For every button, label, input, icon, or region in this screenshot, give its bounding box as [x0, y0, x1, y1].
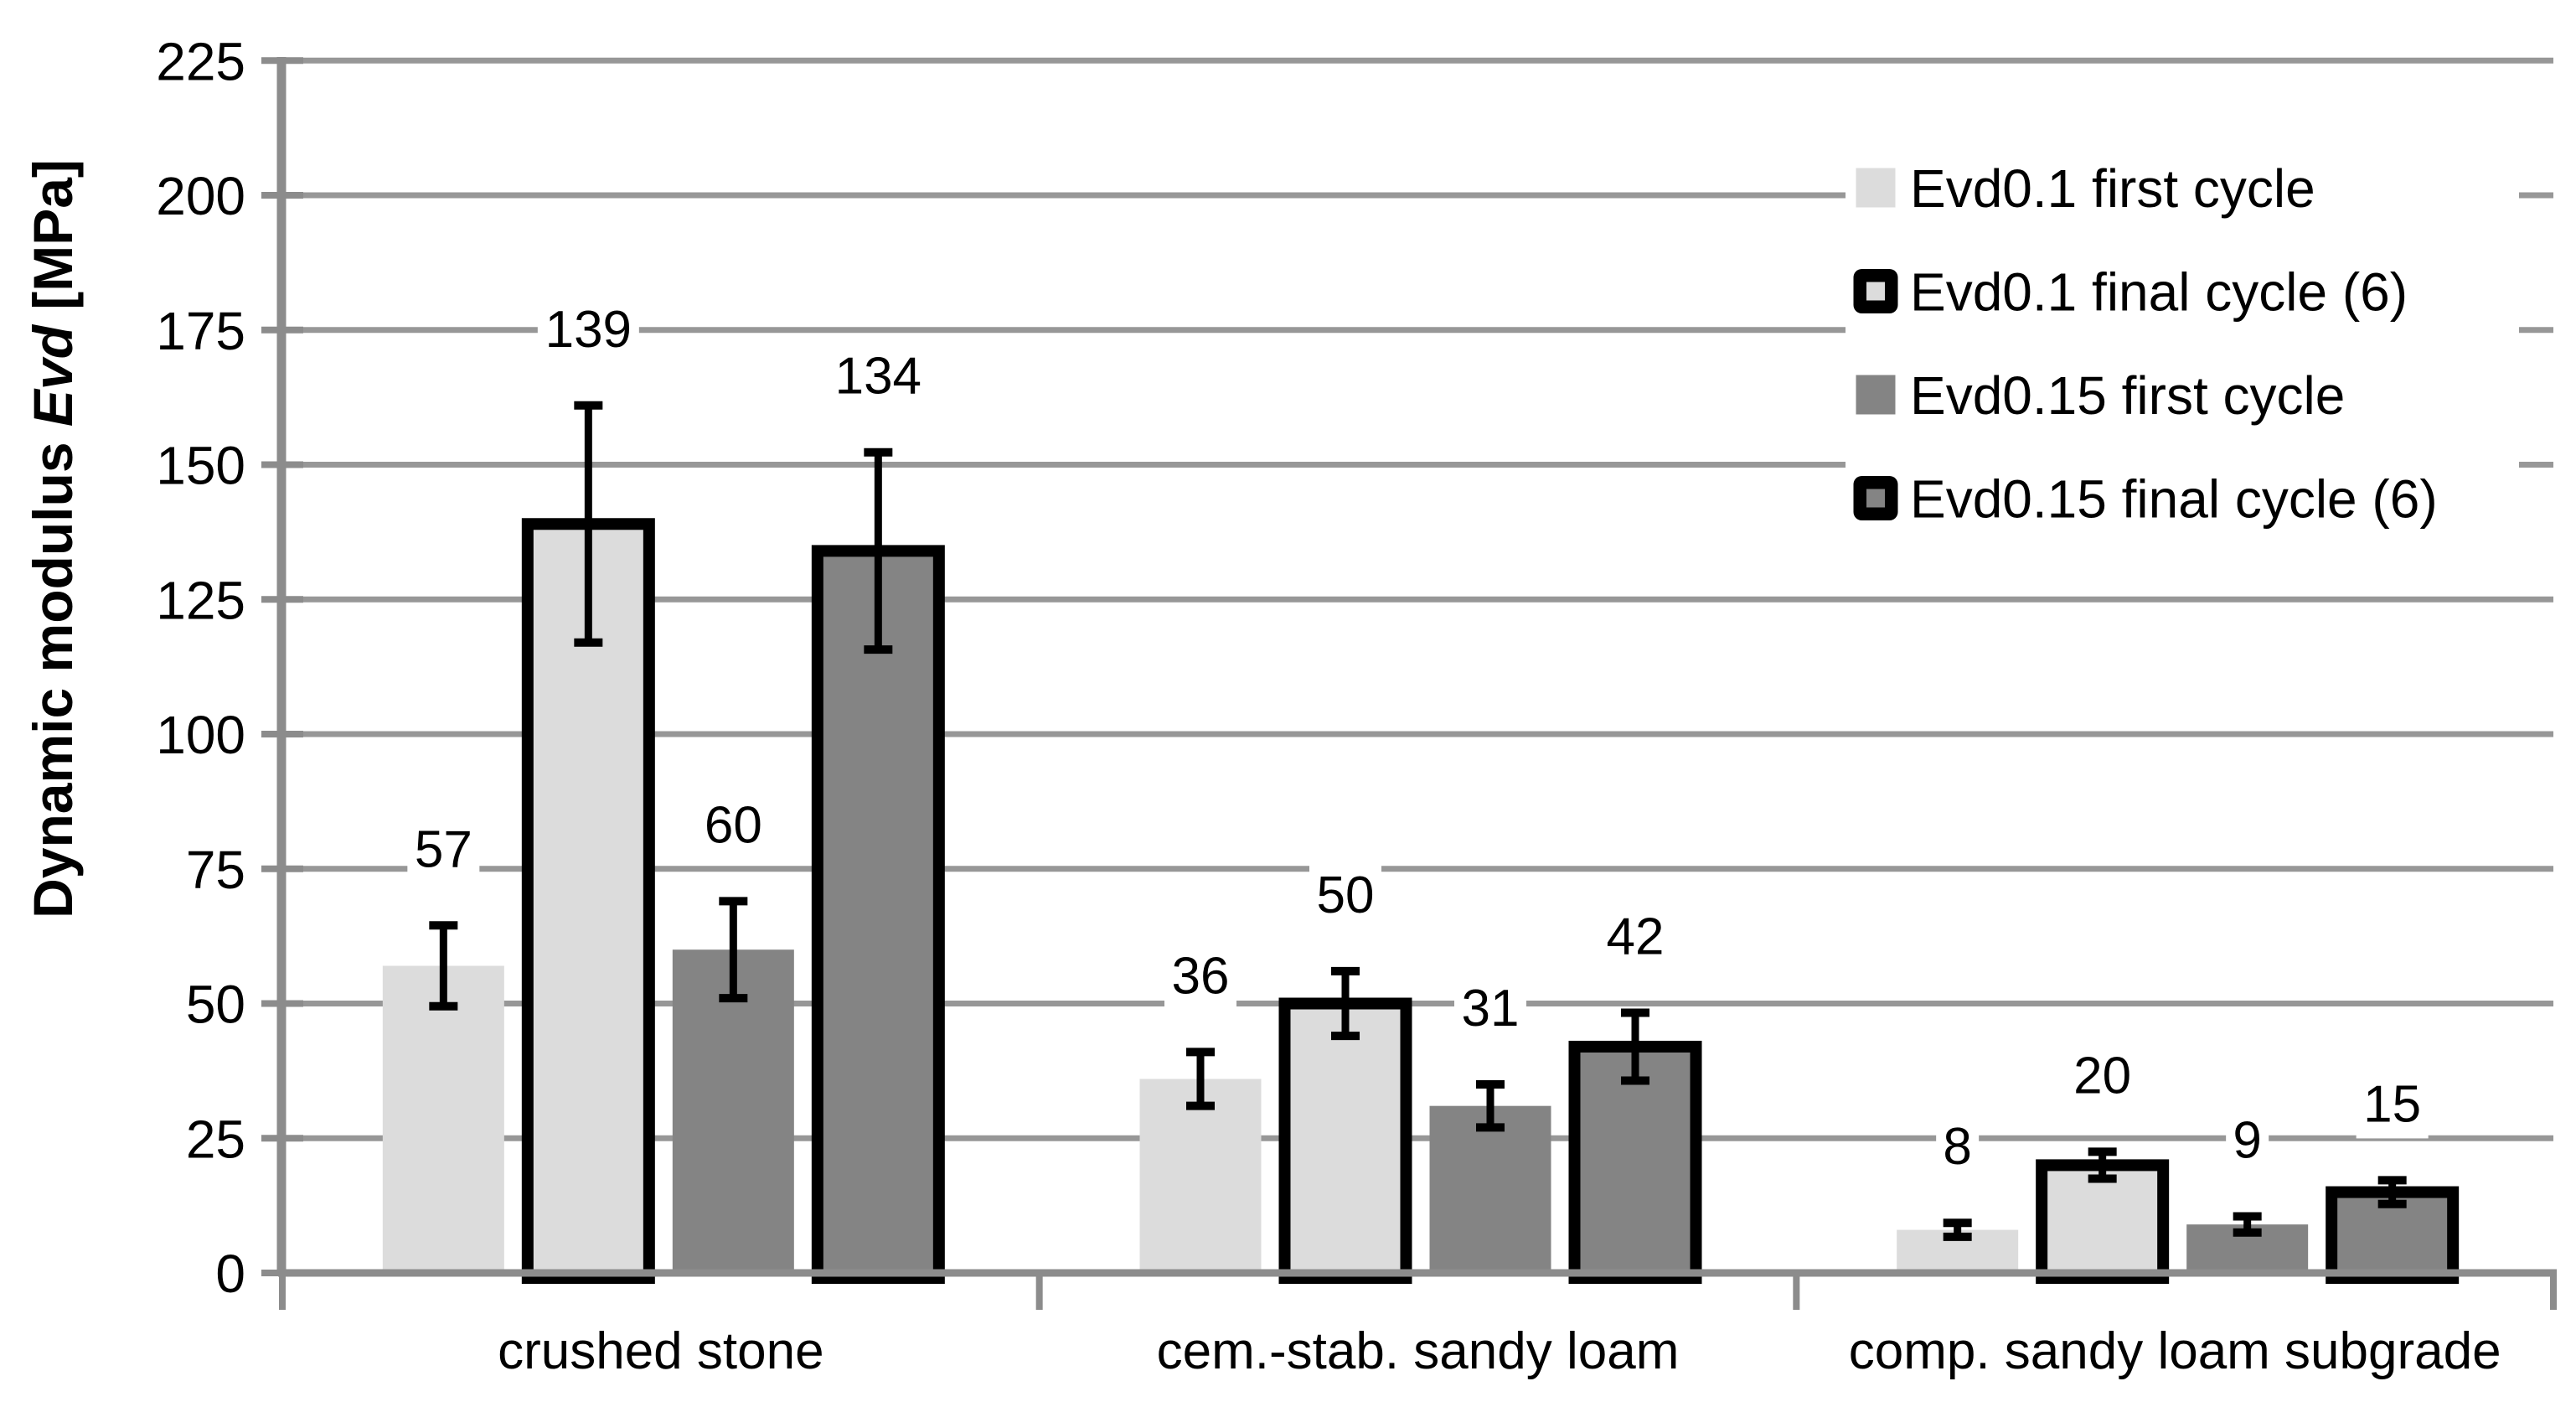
error-bar-7	[1476, 1079, 1505, 1132]
y-tick-label-25: 25	[186, 1109, 245, 1169]
y-tick-label-150: 150	[156, 436, 245, 496]
value-label-halo-2	[537, 294, 639, 364]
error-bar-4	[864, 448, 893, 654]
legend: Evd0.1 first cycle Evd0.1 final cycle (6)…	[1846, 147, 2519, 545]
y-tick-label-200: 200	[156, 166, 245, 226]
legend-item-2: Evd0.1 final cycle (6)	[1853, 262, 2408, 323]
error-bar-6	[1331, 966, 1360, 1041]
y-tick-label-75: 75	[186, 840, 245, 900]
legend-label-3: Evd0.15 first cycle	[1910, 365, 2345, 426]
bar-first-cycle-2-3	[1429, 1105, 1551, 1273]
value-label-6: 50	[1317, 867, 1375, 924]
legend-label-4: Evd0.15 final cycle (6)	[1910, 469, 2438, 530]
legend-swatch-1	[1856, 168, 1896, 208]
bar-final-cycle-2-4	[1568, 1040, 1702, 1284]
y-tick-label-100: 100	[156, 705, 245, 765]
error-bar-11	[2233, 1212, 2262, 1237]
value-label-4: 134	[835, 348, 921, 406]
y-tick-label-225: 225	[156, 31, 245, 91]
legend-item-1: Evd0.1 first cycle	[1856, 158, 2315, 219]
value-label-halo-1	[407, 815, 480, 884]
value-label-1: 57	[415, 820, 472, 878]
value-label-halo-9	[1936, 1112, 1980, 1182]
error-bar-3	[719, 897, 748, 1003]
value-label-5: 36	[1172, 947, 1230, 1005]
value-label-halo-3	[697, 790, 770, 860]
legend-label-1: Evd0.1 first cycle	[1910, 158, 2315, 219]
bar-final-cycle-1-4	[811, 545, 945, 1284]
bar-first-cycle-2-1	[1139, 1079, 1262, 1273]
bar-final-cycle-2-2	[1278, 997, 1412, 1284]
legend-swatch-2	[1866, 282, 1885, 301]
value-label-8: 42	[1607, 908, 1665, 965]
value-label-halo-6	[1309, 860, 1381, 929]
value-label-halo-12	[2356, 1069, 2429, 1139]
legend-swatch-4	[1866, 489, 1885, 508]
error-bar-12	[2377, 1176, 2407, 1208]
value-label-halo-4	[827, 341, 929, 411]
value-label-halo-8	[1599, 902, 1671, 971]
y-tick-label-50: 50	[186, 975, 245, 1035]
category-label-2: cem.-stab. sandy loam	[1157, 1322, 1680, 1380]
value-label-11: 9	[2233, 1111, 2261, 1169]
value-label-12: 15	[2363, 1075, 2421, 1133]
error-bar-8	[1621, 1008, 1649, 1085]
value-label-7: 31	[1462, 980, 1520, 1037]
category-label-3: comp. sandy loam subgrade	[1849, 1322, 2501, 1380]
value-label-halo-11	[2226, 1105, 2269, 1175]
bar-first-cycle-1-1	[382, 965, 504, 1273]
category-label-1: crushed stone	[498, 1322, 823, 1380]
legend-label-2: Evd0.1 final cycle (6)	[1910, 262, 2408, 323]
value-label-9: 8	[1943, 1118, 1971, 1176]
value-label-2: 139	[545, 301, 632, 359]
y-axis-title: Dynamic modulus Evd [MPa]	[22, 159, 84, 918]
y-tick-label-0: 0	[215, 1244, 245, 1304]
legend-item-4: Evd0.15 final cycle (6)	[1853, 469, 2438, 530]
legend-swatch-3	[1856, 375, 1896, 415]
value-label-3: 60	[705, 796, 762, 854]
legend-item-3: Evd0.15 first cycle	[1856, 365, 2345, 426]
bar-first-cycle-1-3	[672, 949, 794, 1273]
error-bar-1	[429, 921, 458, 1011]
y-tick-label-175: 175	[156, 301, 245, 361]
value-label-halo-7	[1454, 973, 1526, 1042]
error-bar-5	[1186, 1048, 1215, 1110]
value-label-10: 20	[2073, 1047, 2131, 1105]
y-tick-label-125: 125	[156, 570, 245, 630]
value-label-halo-5	[1164, 941, 1236, 1011]
legend-background	[1846, 147, 2519, 545]
error-bar-10	[2088, 1147, 2117, 1183]
error-bar-9	[1943, 1218, 1972, 1241]
value-label-halo-10	[2066, 1041, 2139, 1110]
bar-final-cycle-1-2	[521, 518, 655, 1284]
error-bar-2	[574, 401, 603, 647]
